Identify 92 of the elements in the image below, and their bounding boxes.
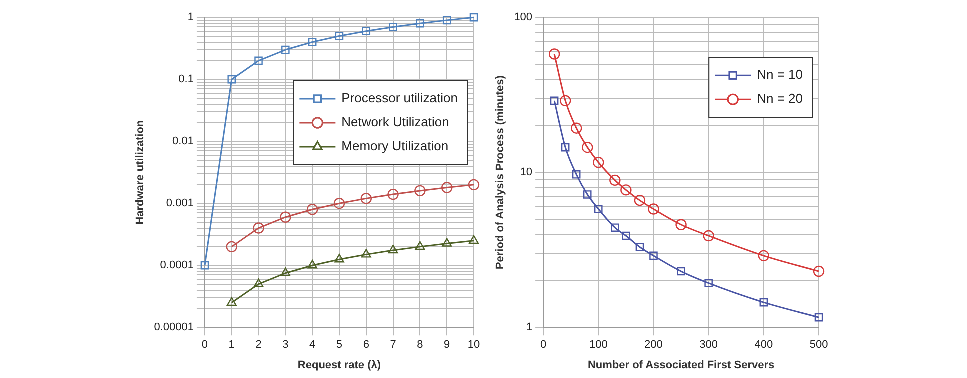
legend-label: Network Utilization <box>342 114 450 130</box>
point <box>813 266 825 278</box>
point <box>594 205 603 214</box>
y-tick-label: 0.0001 <box>160 260 194 272</box>
point <box>416 19 424 28</box>
x-tick-label: 8 <box>417 339 424 352</box>
point <box>308 38 317 46</box>
point <box>677 267 686 276</box>
x-tick-label: 1 <box>228 339 235 352</box>
point <box>622 232 630 240</box>
x-axis-title: Request rate (λ) <box>298 359 382 372</box>
point <box>583 190 592 199</box>
x-tick-label: 7 <box>390 339 396 352</box>
x-tick-label: 400 <box>754 339 774 352</box>
point <box>388 188 399 200</box>
y-tick-label: 1 <box>526 322 533 334</box>
point <box>611 224 620 232</box>
x-tick-label: 6 <box>363 339 370 352</box>
point <box>636 243 644 252</box>
point <box>200 261 210 270</box>
point <box>441 182 453 194</box>
x-tick-label: 0 <box>540 339 547 352</box>
point <box>650 252 658 260</box>
point <box>760 298 768 307</box>
point <box>470 13 478 22</box>
point <box>442 16 452 25</box>
x-tick-label: 9 <box>444 339 450 352</box>
point <box>334 254 344 263</box>
point <box>548 48 560 60</box>
point <box>280 212 292 223</box>
point <box>572 170 581 179</box>
x-tick-label: 10 <box>468 339 480 352</box>
x-tick-label: 300 <box>700 339 718 352</box>
x-tick-label: 2 <box>256 339 262 352</box>
legend-label: Processor utilization <box>342 90 458 106</box>
x-tick-label: 5 <box>336 339 343 352</box>
point <box>253 222 264 234</box>
point <box>362 27 371 36</box>
point <box>593 157 604 168</box>
point <box>335 32 344 40</box>
point <box>676 219 687 230</box>
x-axis-title: Number of Associated First Servers <box>588 359 775 372</box>
point <box>814 313 824 322</box>
point <box>468 179 480 191</box>
point <box>228 75 236 84</box>
point <box>561 143 570 152</box>
point <box>414 185 426 197</box>
point <box>610 174 621 186</box>
point <box>388 244 398 254</box>
point <box>415 241 426 250</box>
y-tick-label: 0.01 <box>172 136 194 148</box>
point <box>308 260 318 269</box>
point <box>360 193 372 204</box>
point <box>389 23 398 32</box>
point <box>704 279 713 288</box>
point <box>226 297 237 306</box>
point <box>254 278 264 288</box>
point <box>280 268 291 276</box>
point <box>442 238 452 247</box>
y-tick-label: 10 <box>520 166 533 179</box>
point <box>334 198 346 210</box>
point <box>703 230 714 242</box>
point <box>306 204 318 216</box>
point <box>758 250 770 262</box>
y-tick-label: 0.001 <box>166 198 194 210</box>
x-tick-label: 0 <box>202 339 208 352</box>
point <box>634 194 646 206</box>
point <box>254 56 263 66</box>
y-tick-label: 100 <box>514 12 533 24</box>
x-tick-label: 100 <box>589 339 608 352</box>
point <box>550 96 559 106</box>
x-tick-label: 200 <box>644 339 663 352</box>
y-tick-label: 1 <box>188 12 194 24</box>
x-tick-label: 4 <box>310 339 316 352</box>
legend-label: Nn = 20 <box>757 91 804 106</box>
point <box>469 235 479 244</box>
point <box>620 184 632 196</box>
point <box>560 95 572 107</box>
y-axis-title: Period of Analysis Process (minutes) <box>494 75 507 270</box>
x-tick-label: 500 <box>810 339 828 352</box>
point <box>361 249 372 258</box>
point <box>226 241 238 253</box>
legend-label: Memory Utilization <box>342 138 449 154</box>
point <box>282 46 290 54</box>
point <box>648 204 660 215</box>
legend-label: Nn = 10 <box>757 67 804 82</box>
x-tick-label: 3 <box>282 339 289 352</box>
point <box>571 122 582 134</box>
y-tick-label: 0.00001 <box>154 322 194 334</box>
y-tick-label: 0.1 <box>178 74 194 86</box>
point <box>582 142 594 154</box>
y-axis-title: Hardware utilization <box>134 120 147 225</box>
